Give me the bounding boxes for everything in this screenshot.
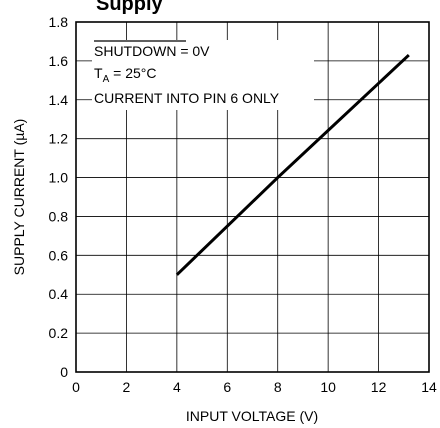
- shutdown-note: SHUTDOWN = 0V: [94, 43, 210, 59]
- plot-frame: [75, 21, 430, 373]
- shutdown-value: = 0V: [176, 43, 210, 59]
- x-tick-label: 12: [371, 379, 387, 395]
- x-tick-label: 4: [173, 379, 181, 395]
- temperature-note: TA = 25°C: [94, 65, 156, 85]
- ta-value: = 25°C: [109, 65, 156, 81]
- y-tick-label: 1.0: [49, 170, 69, 186]
- y-axis-label: SUPPLY CURRENT (µA): [11, 119, 27, 276]
- tick-labels: 0 2 4 6 8 10 12 14 0 0.2 0.4 0.6 0.8 1.0 1.2 1.4 1.6 1.8: [49, 14, 437, 395]
- plot-border: [75, 21, 430, 373]
- y-tick-label: 1.8: [49, 14, 69, 30]
- y-tick-label: 0.2: [49, 325, 69, 341]
- series-line: [175, 53, 410, 276]
- y-tick-label: 1.4: [49, 92, 69, 108]
- x-tick-label: 0: [72, 379, 80, 395]
- annotation-block: SHUTDOWN = 0V TA = 25°C CURRENT INTO PIN…: [94, 40, 280, 106]
- ta-sub: A: [103, 74, 110, 85]
- y-tick-label: 0.4: [49, 286, 69, 302]
- series-layer: [175, 53, 410, 276]
- y-tick-label: 1.2: [49, 131, 69, 147]
- ta-base: T: [94, 65, 103, 81]
- current-note: CURRENT INTO PIN 6 ONLY: [94, 90, 280, 106]
- shutdown-label: SHUTDOWN: [94, 43, 176, 59]
- x-tick-label: 8: [274, 379, 282, 395]
- x-tick-label: 10: [320, 379, 336, 395]
- y-tick-label: 0: [60, 364, 68, 380]
- chart-title: Supply: [96, 0, 164, 15]
- y-tick-label: 0.8: [49, 208, 69, 224]
- x-tick-label: 14: [421, 379, 437, 395]
- y-tick-label: 0.6: [49, 247, 69, 263]
- annotation-background: [92, 40, 314, 110]
- x-tick-label: 2: [123, 379, 131, 395]
- x-tick-label: 6: [223, 379, 231, 395]
- x-axis-label: INPUT VOLTAGE (V): [186, 408, 318, 424]
- y-tick-label: 1.6: [49, 53, 69, 69]
